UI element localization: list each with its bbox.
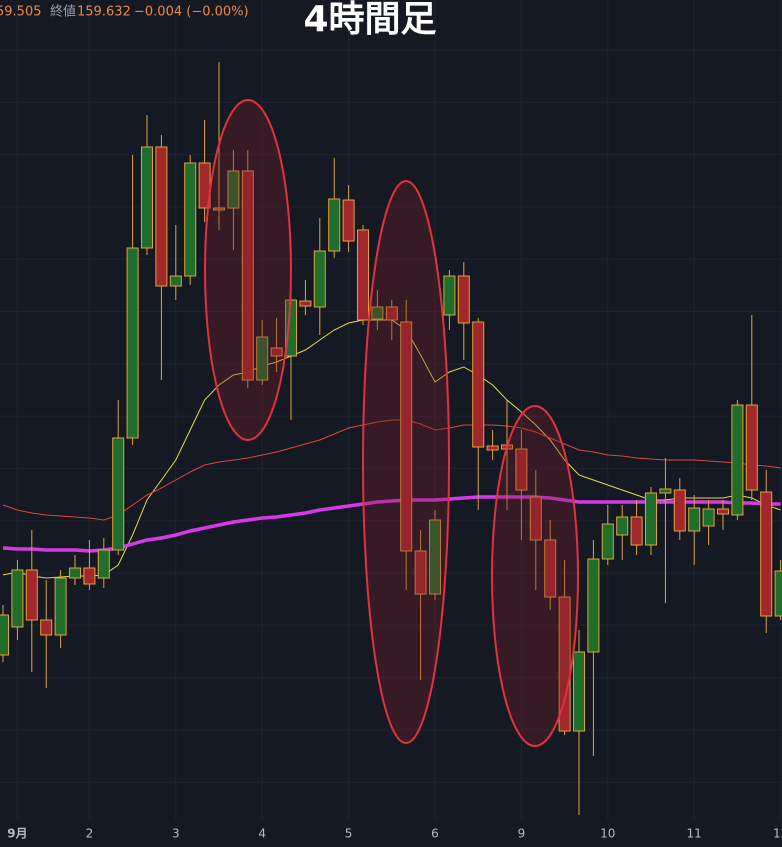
x-tick-label: 12 bbox=[773, 827, 782, 841]
candle-body bbox=[371, 306, 384, 320]
candle-body bbox=[213, 207, 225, 211]
candle-body bbox=[515, 448, 528, 491]
candle-body bbox=[184, 162, 197, 277]
annotations bbox=[204, 99, 579, 747]
candle-body bbox=[357, 229, 369, 321]
candle-body bbox=[54, 577, 67, 636]
highlight-ellipse bbox=[362, 180, 450, 744]
candle-body bbox=[702, 508, 715, 527]
candle-body bbox=[256, 336, 269, 381]
header-change: −0.004 (−0.00%) bbox=[134, 5, 249, 20]
x-tick-label: 5 bbox=[345, 827, 353, 841]
candle-body bbox=[11, 569, 24, 628]
candles bbox=[0, 62, 782, 815]
x-tick-label: 9月 bbox=[7, 827, 27, 841]
candle-body bbox=[717, 508, 729, 515]
highlight-ellipse bbox=[491, 405, 579, 747]
candle-body bbox=[227, 170, 240, 209]
x-tick-label: 2 bbox=[86, 827, 94, 841]
candle-body bbox=[731, 404, 744, 516]
candle-body bbox=[169, 275, 182, 287]
candle-body bbox=[587, 558, 600, 653]
x-tick-label: 6 bbox=[431, 827, 439, 841]
candle-body bbox=[97, 549, 110, 579]
x-tick-label: 11 bbox=[687, 827, 702, 841]
x-tick-label: 3 bbox=[172, 827, 180, 841]
candle-body bbox=[760, 491, 773, 617]
header-price: 59.505 bbox=[0, 5, 42, 20]
candle-body bbox=[745, 404, 758, 491]
x-tick-label: 10 bbox=[600, 827, 615, 841]
candle-body bbox=[659, 488, 672, 494]
header-close-label: 終値 bbox=[50, 4, 76, 20]
candle-body bbox=[774, 570, 782, 617]
candle-body bbox=[270, 347, 283, 357]
highlight-ellipse bbox=[204, 99, 292, 441]
candle-body bbox=[688, 507, 701, 532]
candle-body bbox=[40, 619, 53, 636]
candle-body bbox=[601, 523, 614, 560]
candle-body bbox=[25, 569, 38, 621]
candle-body bbox=[342, 199, 355, 242]
candle-body bbox=[573, 651, 585, 732]
candle-body bbox=[313, 250, 326, 308]
x-tick-label: 4 bbox=[258, 827, 266, 841]
grid bbox=[0, 0, 782, 820]
candle-body bbox=[69, 567, 81, 579]
candle-body bbox=[616, 516, 629, 536]
candle-body bbox=[83, 567, 96, 585]
candle-body bbox=[400, 321, 413, 552]
candle-body bbox=[529, 496, 542, 541]
candle-body bbox=[299, 300, 312, 307]
candle-body bbox=[112, 437, 125, 551]
candle-body bbox=[443, 275, 456, 316]
candle-body bbox=[141, 146, 153, 249]
header-close: 159.632 bbox=[77, 5, 131, 20]
candle-body bbox=[429, 519, 441, 595]
candle-body bbox=[486, 445, 499, 451]
x-axis: 9月 2 3 4 5 6 9 10 11 12 bbox=[7, 827, 782, 841]
candle-body bbox=[0, 614, 9, 656]
x-tick-label: 9 bbox=[518, 827, 526, 841]
candle-body bbox=[645, 492, 657, 546]
candle-body bbox=[155, 146, 168, 287]
candle-body bbox=[385, 306, 398, 321]
candle-body bbox=[414, 550, 427, 595]
candle-body bbox=[328, 198, 341, 252]
candle-body bbox=[126, 247, 139, 439]
candle-body bbox=[241, 170, 254, 381]
moving-average-line bbox=[2, 419, 781, 521]
candle-body bbox=[544, 539, 557, 598]
candle-body bbox=[673, 489, 686, 532]
chart-title: 4時間足 bbox=[303, 0, 436, 40]
candle-body bbox=[472, 321, 485, 448]
candle-body bbox=[457, 275, 470, 324]
candle-body bbox=[558, 596, 571, 732]
candle-body bbox=[630, 516, 643, 546]
